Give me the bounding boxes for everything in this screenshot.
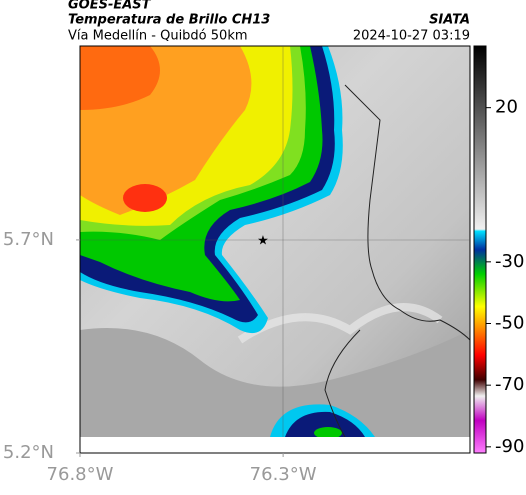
colorbar-tick-label: -90 [495,436,524,457]
region: Vía Medellín - Quibdó 50km [68,29,248,44]
x-tick-label: 76.8°W [47,464,114,485]
satellite: GOES-EAST [68,0,152,13]
x-tick-label: 76.3°W [250,464,317,485]
satellite-image [80,46,470,437]
colorbar-tick-label: -50 [495,313,524,334]
datetime: 2024-10-27 03:19 [353,29,470,44]
source: SIATA [429,13,470,28]
product: Temperatura de Brillo CH13 [68,13,270,28]
y-tick-label: 5.7°N [3,229,54,250]
colorbar-tick-label: -30 [495,251,524,272]
colorbar-tick-label: -70 [495,374,524,395]
colorbar-tick-label: 20 [495,97,518,118]
y-tick-label: 5.2°N [3,442,54,463]
scales: 76.8°W 76.3°W 5.7°N 5.2°N 20 -30 -50 -70 -90 [3,97,525,485]
colorbar [473,45,487,454]
location-marker: ★ [257,234,269,249]
